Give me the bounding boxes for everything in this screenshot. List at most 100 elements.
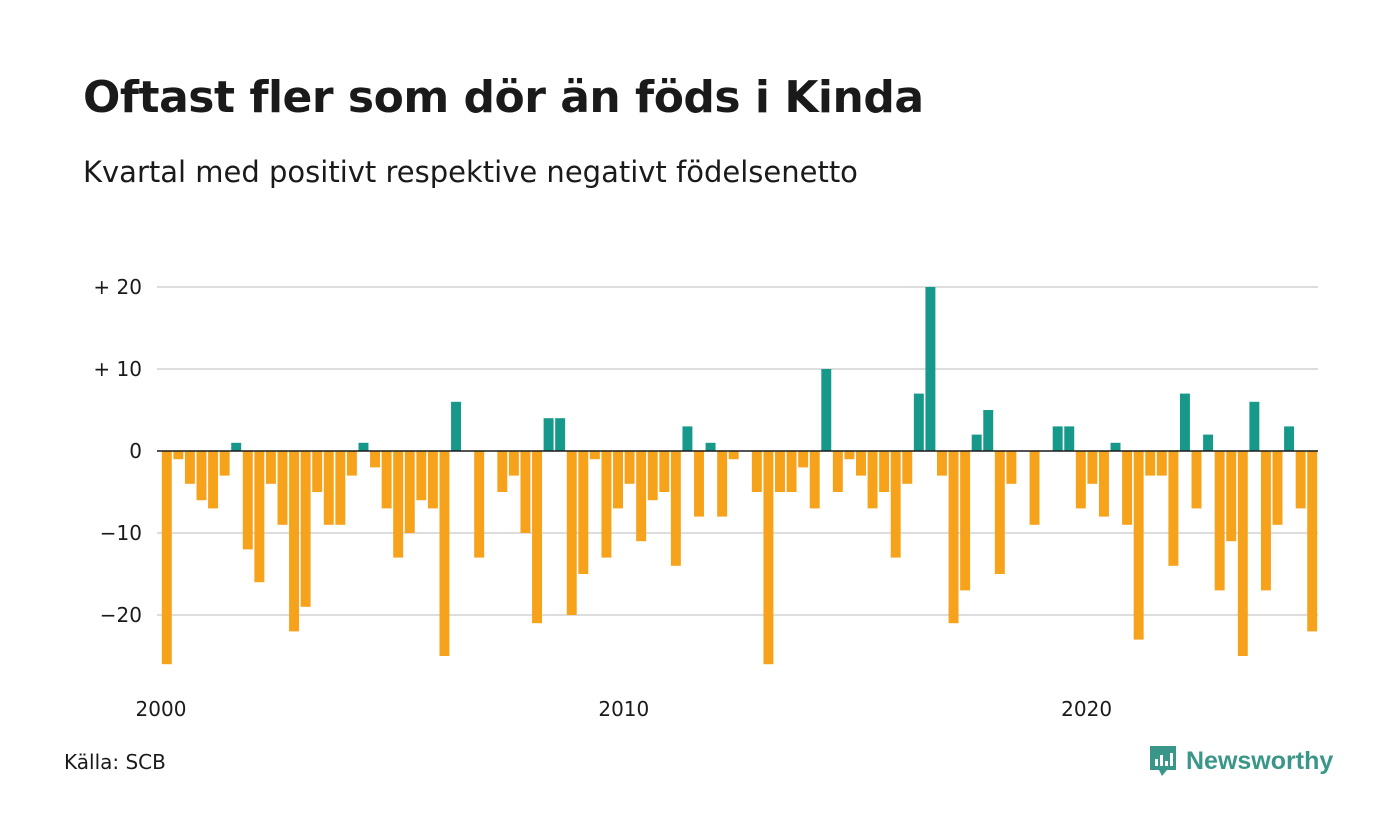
bar — [219, 451, 230, 476]
bar — [1214, 451, 1225, 591]
bar — [1307, 451, 1318, 632]
bar — [1087, 451, 1098, 484]
bar — [416, 451, 427, 501]
bar — [647, 451, 658, 501]
bar — [254, 451, 265, 583]
bar — [948, 451, 959, 624]
bar — [196, 451, 207, 501]
bar — [1098, 451, 1109, 517]
bar — [1249, 401, 1260, 451]
bar — [289, 451, 300, 632]
bar — [173, 451, 184, 460]
x-tick-label: 2000 — [136, 697, 187, 721]
bar — [1156, 451, 1167, 476]
bar — [1122, 451, 1133, 525]
bar — [370, 451, 381, 468]
bar — [1133, 451, 1144, 640]
bar — [913, 393, 924, 451]
bar — [786, 451, 797, 492]
bar — [231, 442, 242, 451]
bar — [659, 451, 670, 492]
bar — [867, 451, 878, 509]
bar — [682, 426, 693, 451]
bars — [161, 287, 1318, 665]
x-tick-label: 2020 — [1061, 697, 1112, 721]
bar — [1052, 426, 1063, 451]
y-tick-label: 0 — [129, 439, 142, 463]
bar — [613, 451, 623, 509]
grid-lines — [157, 286, 1318, 616]
chart-title: Oftast fler som dör än föds i Kinda — [83, 72, 924, 123]
bar — [1203, 434, 1214, 451]
bar — [543, 418, 554, 451]
bar — [1029, 451, 1040, 525]
bar — [381, 451, 392, 509]
y-axis: −20 −10 0 + 10 + 20 — [93, 275, 142, 627]
bar — [601, 451, 612, 558]
bar — [994, 451, 1005, 574]
bar — [1064, 426, 1075, 451]
bar — [717, 451, 728, 517]
bar — [208, 451, 219, 509]
bar — [1191, 451, 1202, 509]
bar — [451, 401, 462, 451]
bar — [832, 451, 843, 492]
bar — [936, 451, 947, 476]
bar — [1284, 426, 1295, 451]
bar — [670, 451, 681, 566]
bar — [1226, 451, 1237, 542]
bar — [358, 442, 369, 451]
bar — [393, 451, 404, 558]
bar — [624, 451, 635, 484]
x-axis: 2000 2010 2020 — [136, 697, 1113, 721]
bar — [809, 451, 820, 509]
bar — [763, 451, 774, 665]
y-tick-label: + 20 — [93, 275, 142, 299]
bar — [508, 451, 519, 476]
bar — [532, 451, 543, 624]
bar — [902, 451, 913, 484]
bar — [277, 451, 288, 525]
bar — [1075, 451, 1086, 509]
bar — [427, 451, 438, 509]
bar — [555, 418, 566, 451]
bar — [879, 451, 890, 492]
bar — [1295, 451, 1306, 509]
bar — [497, 451, 508, 492]
bar — [161, 451, 172, 665]
bar — [971, 434, 982, 451]
bar — [751, 451, 762, 492]
bar — [821, 369, 832, 451]
bar — [890, 451, 901, 558]
bar — [844, 451, 855, 460]
bar — [1179, 393, 1190, 451]
bar — [439, 451, 450, 656]
brand-name: Newsworthy — [1186, 746, 1334, 775]
bar — [1110, 442, 1121, 451]
bar — [1272, 451, 1283, 525]
bar — [1168, 451, 1179, 566]
bar — [346, 451, 357, 476]
bar — [983, 410, 994, 451]
bar — [474, 451, 485, 558]
bar — [705, 442, 716, 451]
bar — [798, 451, 809, 468]
bar — [775, 451, 785, 492]
bar — [694, 451, 704, 517]
bar — [1006, 451, 1017, 484]
y-tick-label: + 10 — [93, 357, 142, 381]
bar — [1145, 451, 1156, 476]
brand-logo[interactable]: Newsworthy — [1148, 744, 1333, 778]
y-tick-label: −10 — [100, 521, 142, 545]
y-tick-label: −20 — [100, 603, 142, 627]
bar — [578, 451, 589, 574]
bar — [520, 451, 531, 533]
bar — [184, 451, 195, 484]
bar — [728, 451, 739, 460]
source-note: Källa: SCB — [64, 750, 166, 774]
bar — [265, 451, 276, 484]
bar — [300, 451, 311, 607]
bar — [856, 451, 866, 476]
bar — [335, 451, 346, 525]
